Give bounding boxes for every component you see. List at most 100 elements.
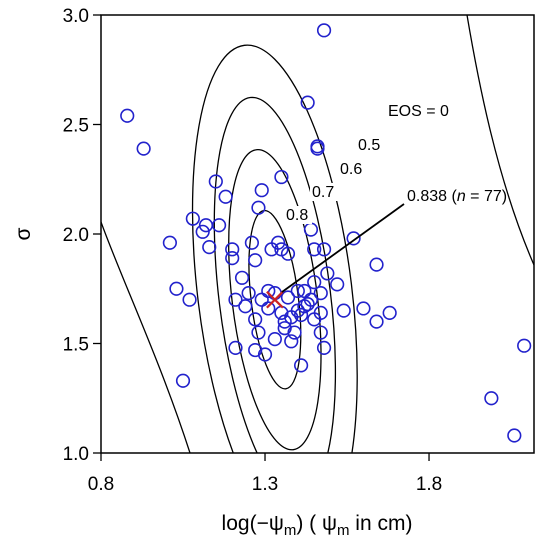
data-point	[316, 23, 332, 38]
best-annotation-prefix: 0.838 (	[407, 188, 457, 205]
data-point	[313, 305, 328, 320]
data-point	[254, 183, 269, 198]
x-axis-title: log(−ψm) ( ψm in cm)	[222, 512, 413, 539]
data-point	[316, 340, 332, 355]
contour-label-bg-0.6	[338, 160, 366, 178]
data-point	[248, 312, 263, 327]
x-tick-label: 0.8	[88, 474, 114, 495]
data-point	[169, 281, 184, 296]
eos-zero-curve-right	[466, 15, 534, 266]
data-point	[234, 270, 250, 285]
data-point	[300, 95, 315, 110]
contour-label-0.5: 0.5	[358, 137, 380, 154]
best-annotation-suffix: = 77)	[466, 188, 507, 205]
data-point	[238, 299, 253, 314]
data-point	[307, 242, 322, 257]
data-point	[261, 283, 276, 299]
data-point	[257, 347, 273, 362]
data-point	[313, 286, 328, 301]
best-annotation-n: n	[457, 188, 466, 205]
best-annotation-pointer	[281, 203, 405, 293]
y-tick-label: 2.0	[63, 225, 89, 246]
data-point	[208, 174, 223, 189]
contour-labels: 0.5 0.6 0.70.8	[284, 136, 384, 224]
x-tick-label: 1.3	[252, 474, 278, 495]
contour-label-bg-0.8	[284, 206, 312, 224]
data-point	[280, 246, 296, 261]
contour-0.6	[213, 96, 337, 453]
contour-label-bg-0.7	[310, 183, 338, 201]
contour-label-bg-0.5	[356, 136, 384, 154]
data-point	[293, 358, 309, 373]
y-tick-label: 1.0	[63, 444, 89, 465]
data-point	[316, 242, 332, 257]
data-point	[225, 250, 240, 266]
data-point	[120, 108, 135, 123]
data-point	[251, 325, 266, 340]
data-point	[182, 292, 197, 307]
data-point	[248, 253, 263, 268]
data-point	[300, 296, 315, 312]
data-point	[517, 338, 532, 353]
data-point	[346, 231, 361, 246]
data-point	[225, 242, 240, 257]
data-point	[330, 277, 345, 292]
data-point	[211, 218, 227, 233]
best-annotation: 0.838 (n = 77)	[407, 188, 507, 205]
data-point	[254, 292, 269, 307]
data-point	[218, 189, 233, 204]
data-point	[274, 169, 289, 185]
y-tick-label: 3.0	[63, 6, 89, 27]
data-point	[310, 141, 325, 156]
x-axis-title-middle: ) ( ψ	[296, 512, 337, 535]
data-point	[356, 301, 371, 316]
x-axis-title-suffix: in cm)	[349, 512, 412, 535]
data-point	[271, 235, 286, 250]
y-tick-label: 1.5	[63, 335, 89, 356]
data-point	[228, 292, 243, 307]
plot-frame	[100, 14, 535, 454]
data-point	[244, 235, 259, 250]
data-point	[267, 332, 282, 347]
contour-label-0.7: 0.7	[312, 184, 334, 201]
data-point	[320, 266, 335, 281]
data-point	[136, 141, 151, 156]
data-point	[507, 428, 522, 443]
data-point	[175, 373, 191, 388]
x-axis-ticks: 0.8 1.3 1.8	[88, 453, 442, 495]
data-point	[280, 290, 296, 305]
y-tick-label: 2.5	[63, 116, 89, 137]
data-point	[195, 224, 210, 239]
y-axis-title: σ	[12, 227, 35, 240]
data-points	[120, 23, 532, 443]
data-point	[284, 334, 299, 349]
x-axis-title-sub-1: m	[284, 522, 297, 539]
data-point	[290, 283, 305, 299]
x-axis-title-sub-2: m	[337, 522, 350, 539]
contour-0.5	[191, 44, 358, 453]
data-point	[287, 325, 302, 340]
data-point	[202, 240, 217, 255]
data-point	[228, 340, 243, 355]
y-axis-ticks: 1.0 1.5 2.0 2.5 3.0	[63, 6, 101, 465]
data-point	[303, 222, 319, 237]
x-axis-title-prefix: log(−ψ	[222, 512, 284, 535]
data-point	[303, 292, 319, 307]
data-point	[241, 286, 256, 301]
data-point	[185, 211, 200, 226]
data-point	[484, 391, 499, 406]
data-point	[369, 257, 384, 272]
eos-zero-curve-left	[101, 221, 191, 453]
data-point	[162, 235, 177, 250]
data-point	[313, 325, 328, 340]
x-tick-label: 1.8	[416, 474, 442, 495]
contour-label-0.8: 0.8	[286, 207, 308, 224]
data-point	[293, 307, 309, 323]
contour-label-0.6: 0.6	[340, 161, 362, 178]
eos-annotation: EOS = 0	[388, 103, 449, 120]
data-point	[382, 305, 397, 320]
data-point	[307, 275, 322, 290]
data-point	[261, 301, 276, 316]
data-point	[336, 303, 351, 318]
